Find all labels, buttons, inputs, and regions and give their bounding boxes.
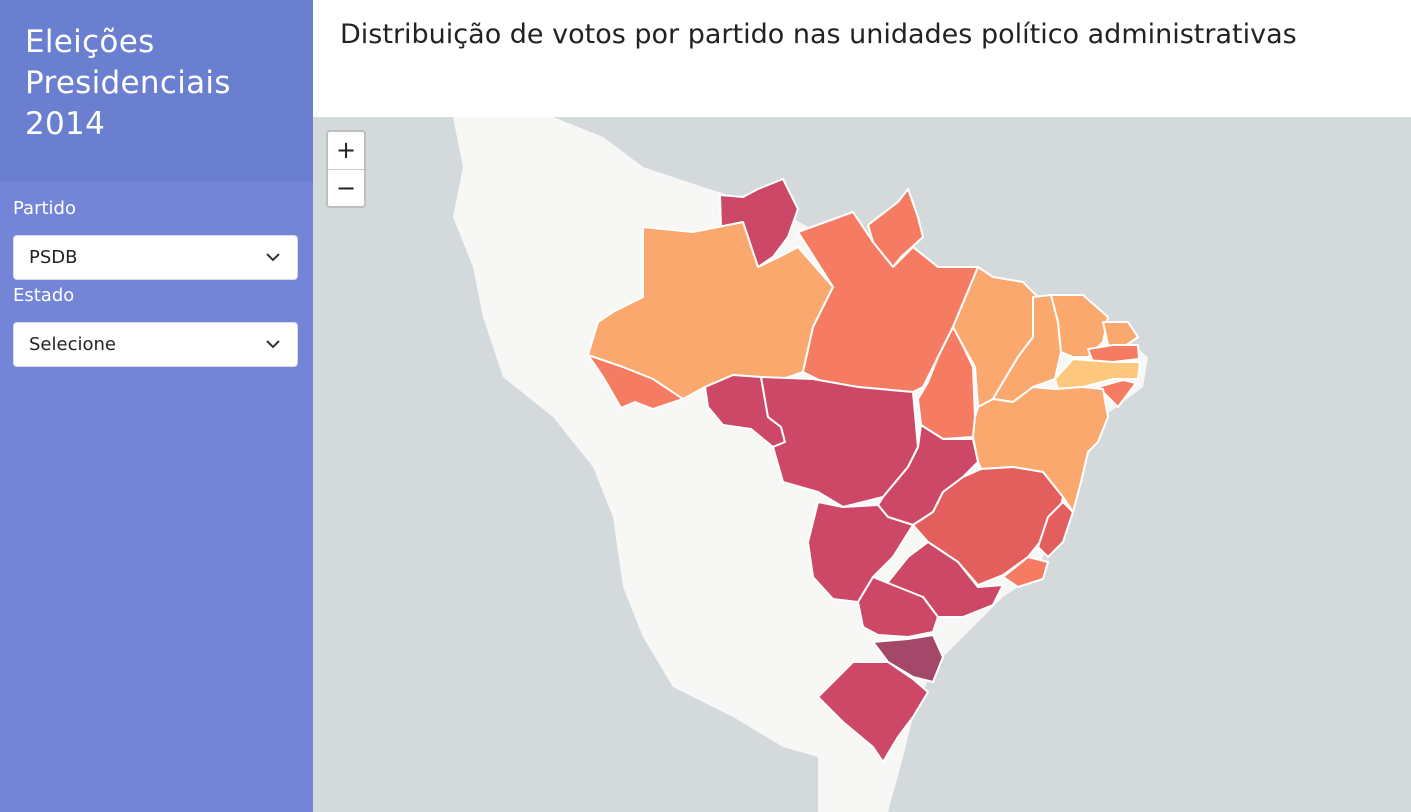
state-select[interactable]: Selecione xyxy=(13,322,298,367)
zoom-out-button[interactable]: − xyxy=(335,174,357,202)
state-rio-grande-sul[interactable] xyxy=(817,661,929,763)
state-alagoas[interactable] xyxy=(1097,379,1137,408)
sidebar-header: Eleições Presidenciais 2014 xyxy=(0,0,313,182)
main-header: Distribuição de votos por partido nas un… xyxy=(313,0,1411,117)
page-title: Distribuição de votos por partido nas un… xyxy=(340,19,1297,50)
party-select[interactable]: PSDB xyxy=(13,235,298,280)
state-mato-grosso-sul[interactable] xyxy=(807,501,914,603)
state-rio[interactable] xyxy=(1002,556,1049,588)
party-label: Partido xyxy=(13,198,76,219)
map[interactable]: + − xyxy=(313,117,1411,812)
state-label: Estado xyxy=(13,285,75,306)
state-paraiba[interactable] xyxy=(1087,344,1140,363)
party-select-value: PSDB xyxy=(29,247,78,268)
state-rn[interactable] xyxy=(1102,321,1139,350)
chevron-down-icon xyxy=(266,253,280,262)
state-acre[interactable] xyxy=(587,354,684,410)
app-title: Eleições Presidenciais 2014 xyxy=(25,22,313,145)
app-title-line: 2014 xyxy=(25,106,106,142)
zoom-control: + − xyxy=(326,130,366,208)
sidebar: Eleições Presidenciais 2014 Partido PSDB… xyxy=(0,0,313,812)
chevron-down-icon xyxy=(266,340,280,349)
state-espirito-santo[interactable] xyxy=(1037,501,1074,558)
state-parana[interactable] xyxy=(857,576,939,638)
state-select-value: Selecione xyxy=(29,334,116,355)
states-layer xyxy=(587,178,1141,763)
map-canvas[interactable] xyxy=(313,117,1411,812)
app-title-line: Presidenciais xyxy=(25,65,231,101)
app-title-line: Eleições xyxy=(25,24,155,60)
zoom-in-button[interactable]: + xyxy=(328,132,364,170)
state-ceara[interactable] xyxy=(1050,294,1109,358)
